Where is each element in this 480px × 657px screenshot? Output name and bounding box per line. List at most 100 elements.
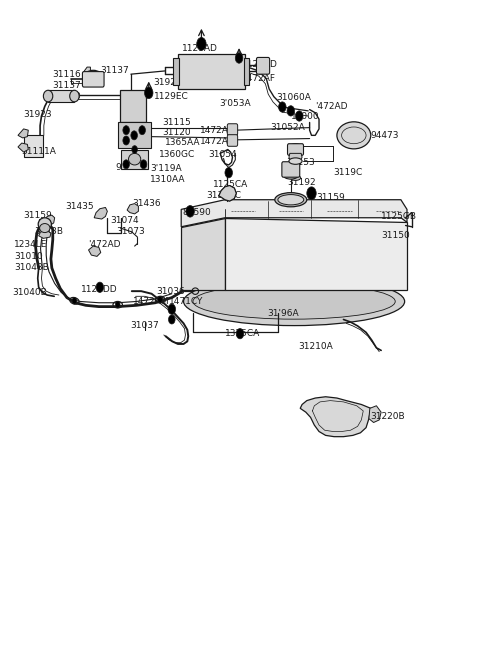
Polygon shape (178, 55, 245, 89)
Text: 31111A: 31111A (21, 147, 56, 156)
Text: 1365AA: 1365AA (165, 138, 200, 147)
Ellipse shape (43, 90, 53, 102)
Ellipse shape (278, 194, 304, 205)
Polygon shape (118, 122, 151, 148)
Polygon shape (219, 185, 236, 201)
Polygon shape (289, 153, 302, 161)
Ellipse shape (38, 217, 51, 231)
Text: 31436: 31436 (132, 199, 160, 208)
Circle shape (168, 304, 176, 314)
FancyBboxPatch shape (228, 124, 238, 135)
Text: 31923: 31923 (24, 110, 52, 119)
Polygon shape (83, 67, 90, 74)
FancyBboxPatch shape (83, 72, 104, 87)
Text: 31'96A: 31'96A (267, 309, 299, 317)
Circle shape (72, 298, 77, 304)
Text: 31010: 31010 (14, 252, 43, 261)
Text: 1129AD: 1129AD (182, 44, 218, 53)
Text: 31153: 31153 (286, 158, 315, 167)
Text: 31040B: 31040B (12, 288, 47, 297)
Circle shape (235, 53, 243, 63)
Text: 31435: 31435 (65, 202, 94, 211)
Text: 31150: 31150 (52, 92, 81, 101)
Text: 31074: 31074 (110, 216, 139, 225)
Text: 1125GB: 1125GB (381, 212, 417, 221)
Polygon shape (39, 231, 51, 238)
Polygon shape (88, 246, 101, 256)
Polygon shape (244, 58, 250, 85)
Text: 31052A: 31052A (271, 123, 305, 132)
Text: 3119C: 3119C (333, 168, 362, 177)
Text: 31210A: 31210A (299, 342, 333, 351)
Ellipse shape (84, 70, 103, 85)
Text: 31137: 31137 (100, 66, 129, 76)
Ellipse shape (70, 90, 79, 102)
Polygon shape (225, 217, 407, 290)
Text: 31116: 31116 (52, 70, 81, 79)
Text: 31137: 31137 (52, 81, 81, 89)
Circle shape (123, 160, 130, 169)
Text: 1234LE: 1234LE (14, 240, 48, 249)
Ellipse shape (193, 284, 395, 319)
Text: 1125DD: 1125DD (81, 285, 118, 294)
Text: 31048B: 31048B (14, 263, 49, 273)
Polygon shape (127, 204, 138, 214)
Polygon shape (18, 129, 28, 138)
Circle shape (132, 146, 137, 153)
Ellipse shape (40, 223, 50, 233)
Polygon shape (369, 406, 381, 422)
Text: 1360GC: 1360GC (159, 150, 195, 159)
Text: 1472AM: 1472AM (133, 297, 169, 306)
Circle shape (96, 282, 104, 292)
Text: 31036: 31036 (156, 286, 185, 296)
Text: 1129EC: 1129EC (155, 92, 189, 101)
Circle shape (296, 111, 303, 121)
Polygon shape (173, 58, 179, 85)
Text: 31317C: 31317C (206, 191, 241, 200)
Circle shape (123, 125, 130, 135)
Ellipse shape (288, 144, 302, 152)
Text: 86590: 86590 (182, 208, 211, 217)
Text: 1325CA: 1325CA (225, 329, 260, 338)
Polygon shape (300, 397, 371, 437)
Polygon shape (121, 150, 148, 169)
Ellipse shape (275, 193, 307, 207)
Text: 3143B: 3143B (34, 227, 63, 237)
Ellipse shape (183, 277, 405, 326)
Ellipse shape (289, 158, 302, 164)
FancyBboxPatch shape (288, 144, 303, 155)
Text: 31120: 31120 (162, 128, 191, 137)
Polygon shape (181, 200, 407, 227)
Text: '472AD: '472AD (315, 102, 348, 111)
Circle shape (287, 106, 295, 116)
Circle shape (140, 160, 147, 169)
Text: 1310AA: 1310AA (150, 175, 185, 183)
Polygon shape (43, 215, 55, 225)
Circle shape (139, 125, 145, 135)
FancyBboxPatch shape (228, 135, 238, 147)
Text: 94473: 94473 (371, 131, 399, 140)
Circle shape (131, 131, 137, 140)
Text: 31192: 31192 (287, 179, 316, 187)
Circle shape (144, 87, 153, 99)
Circle shape (157, 296, 162, 303)
Text: 31060A: 31060A (276, 93, 312, 102)
Text: 31054: 31054 (208, 150, 237, 159)
Text: 31159: 31159 (24, 211, 52, 219)
Circle shape (168, 315, 175, 324)
Text: '472AD: '472AD (88, 240, 121, 249)
Text: 3'119A: 3'119A (151, 164, 182, 173)
Polygon shape (24, 135, 43, 157)
Text: 3'053A: 3'053A (219, 99, 251, 108)
Circle shape (307, 187, 316, 200)
Text: 1125CA: 1125CA (213, 180, 249, 189)
Text: 31150: 31150 (381, 231, 410, 240)
Polygon shape (48, 90, 74, 102)
Circle shape (197, 37, 206, 51)
FancyBboxPatch shape (282, 162, 300, 177)
Polygon shape (181, 217, 225, 290)
Polygon shape (120, 90, 146, 122)
Text: 31920: 31920 (153, 78, 181, 87)
Text: 1472AF: 1472AF (242, 74, 276, 83)
Circle shape (278, 102, 286, 112)
